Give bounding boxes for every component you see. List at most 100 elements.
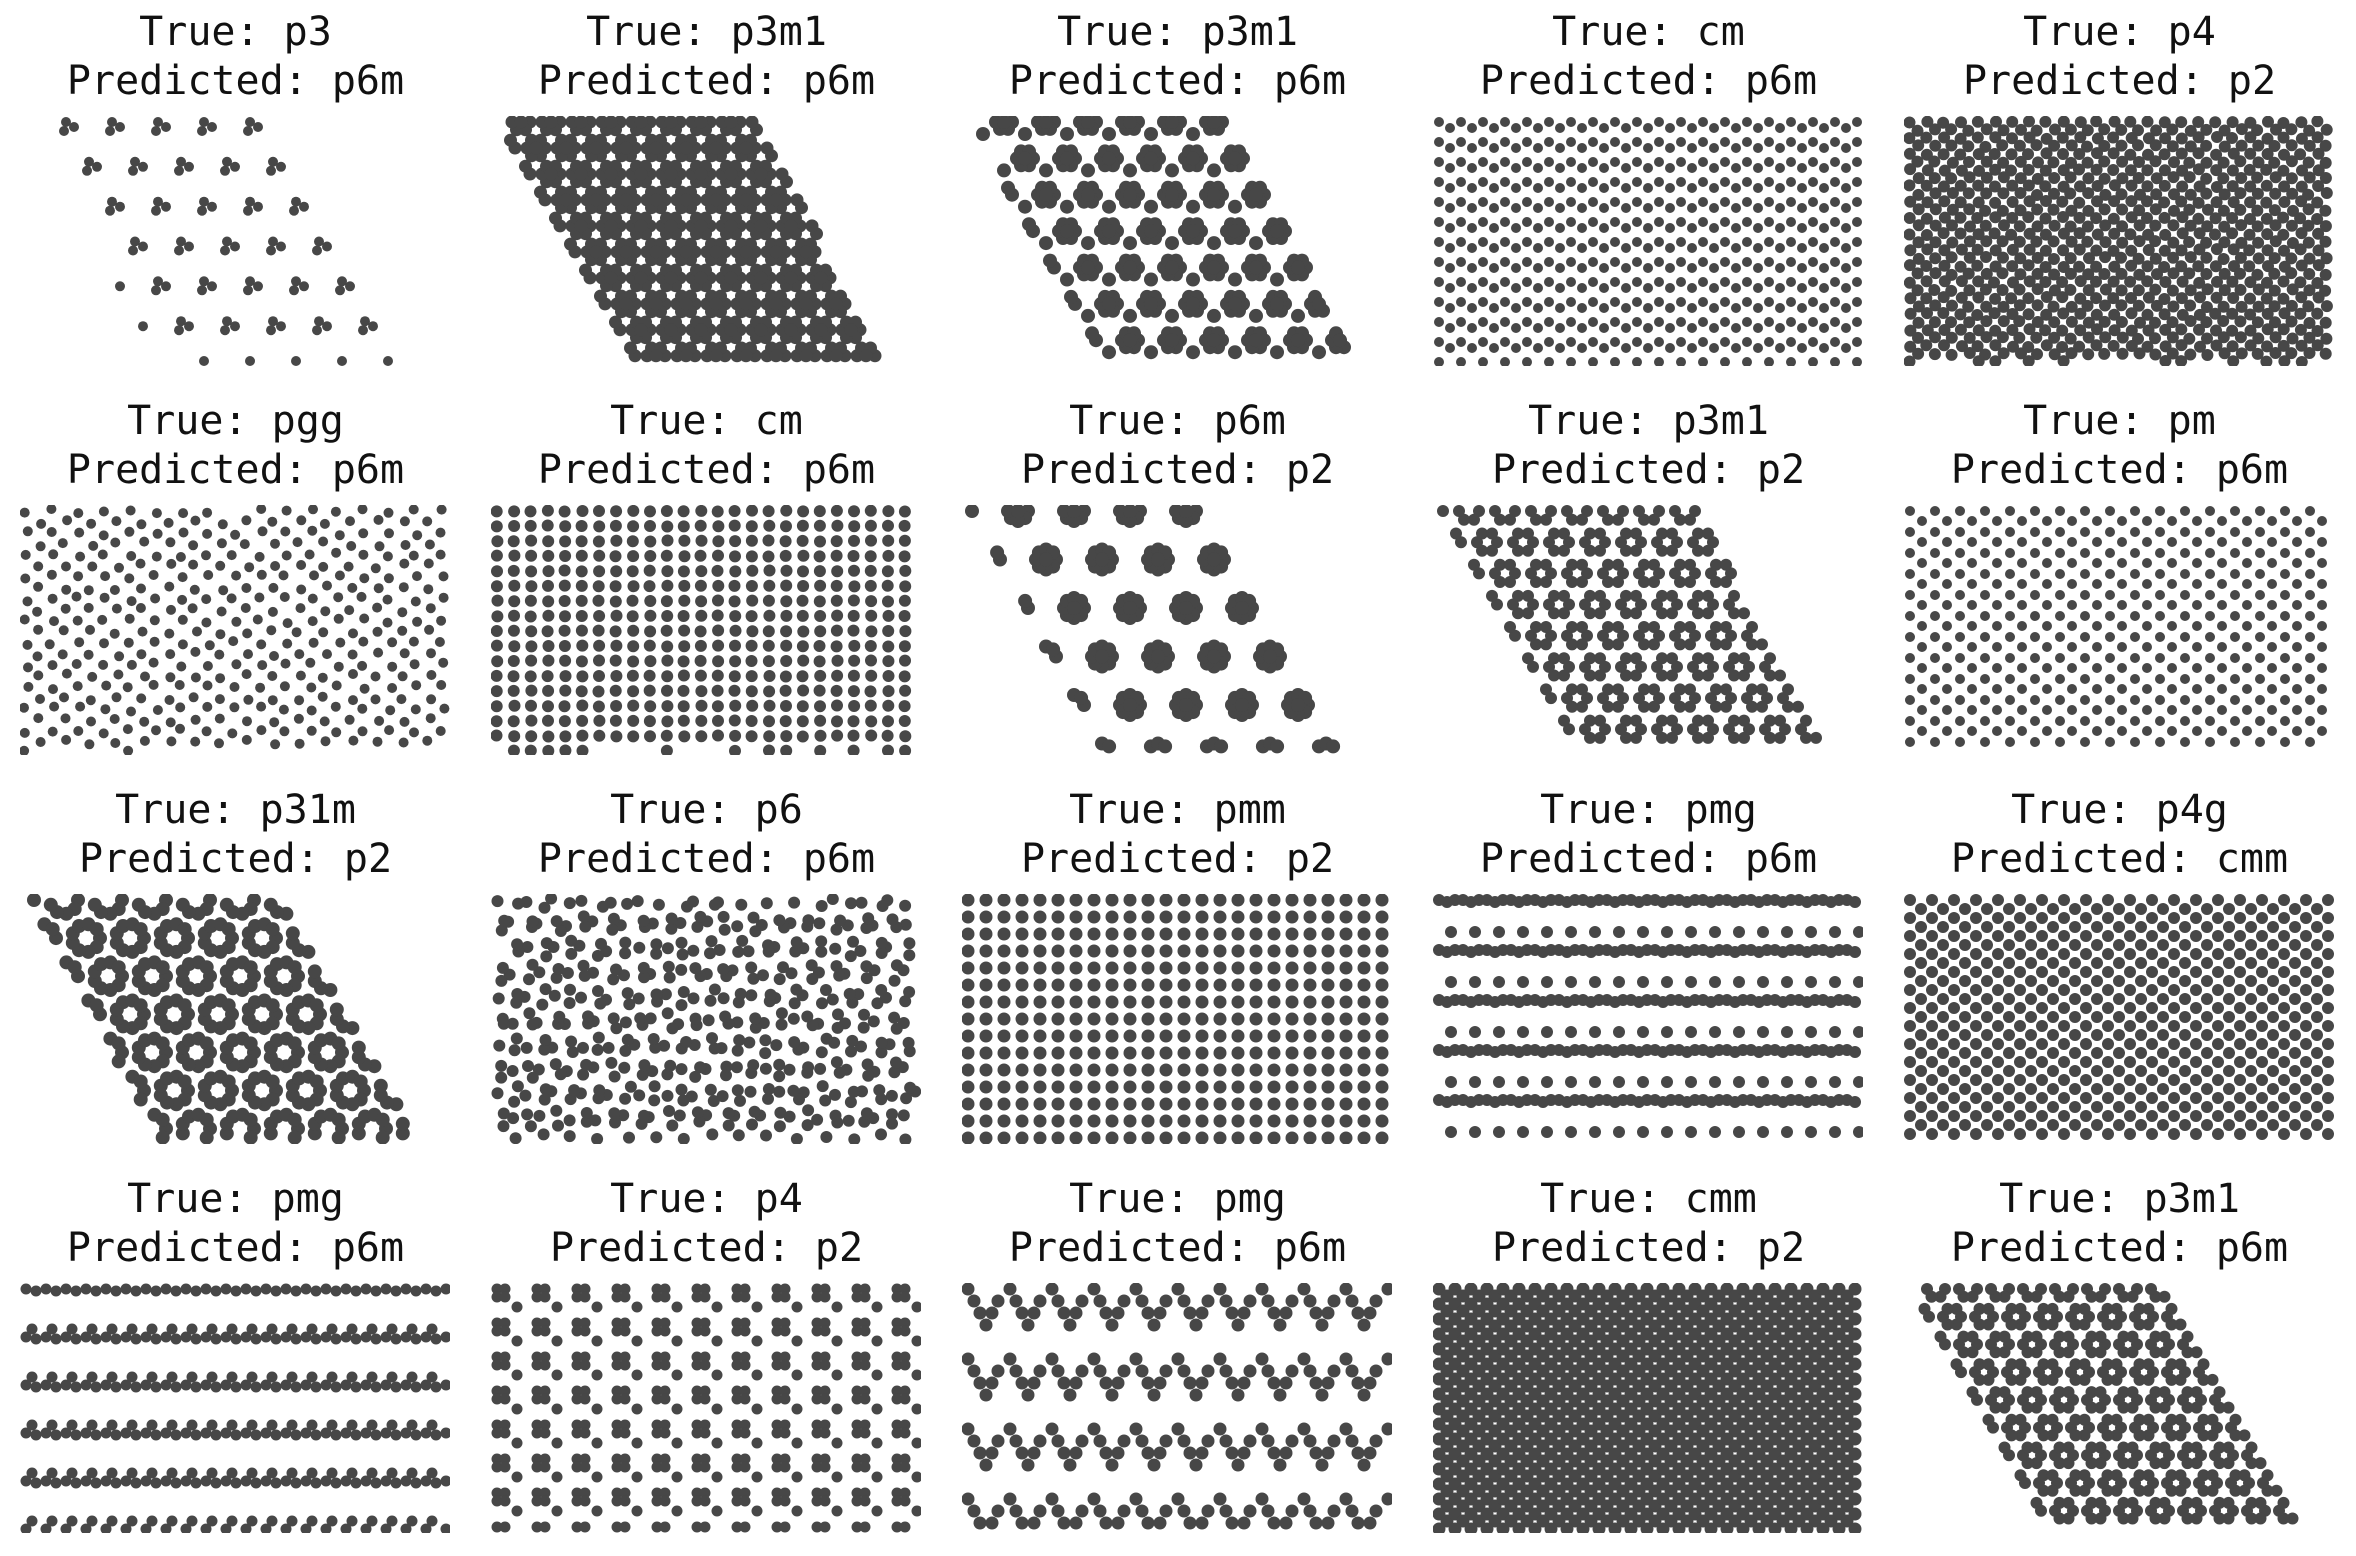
- predicted-label: Predicted: p6m: [1950, 1225, 2289, 1271]
- pattern-plot: [20, 505, 450, 755]
- true-label: True: p6: [610, 787, 803, 833]
- predicted-label: Predicted: p6m: [66, 447, 405, 493]
- pattern-plot: [1433, 894, 1863, 1138]
- predicted-label: Predicted: p6m: [1008, 1225, 1347, 1271]
- panel: True: p4 Predicted: p2: [1884, 0, 2355, 389]
- dot-pattern: [1434, 117, 1862, 366]
- pattern-plot: [965, 505, 1341, 754]
- predicted-label: Predicted: p6m: [66, 58, 405, 104]
- predicted-label: Predicted: p2: [549, 1225, 864, 1271]
- dot-pattern: [1904, 116, 2333, 366]
- true-label: True: p4: [610, 1176, 803, 1222]
- panel: True: pmm Predicted: p2: [942, 778, 1413, 1167]
- pattern-plot: [491, 894, 921, 1144]
- panel: True: p6 Predicted: p6m: [471, 778, 942, 1167]
- predicted-label: Predicted: p6m: [1479, 58, 1818, 104]
- predicted-label: Predicted: p6m: [537, 447, 876, 493]
- true-label: True: cm: [610, 398, 803, 444]
- panel: True: p3m1 Predicted: p6m: [942, 0, 1413, 389]
- pattern-plot: [491, 1283, 921, 1533]
- panel: True: p4g Predicted: cmm: [1884, 778, 2355, 1167]
- panel: True: p3m1 Predicted: p6m: [1884, 1167, 2355, 1556]
- predicted-label: Predicted: p2: [1020, 447, 1335, 493]
- predicted-label: Predicted: p2: [1491, 447, 1806, 493]
- dot-pattern: [1905, 506, 2327, 747]
- predicted-label: Predicted: p2: [1491, 1225, 1806, 1271]
- dot-pattern: [1433, 1283, 1862, 1533]
- pattern-plot: [1434, 117, 1862, 366]
- pattern-plot: [27, 894, 410, 1144]
- panel: True: pmg Predicted: p6m: [1413, 778, 1884, 1167]
- predicted-label: Predicted: p2: [78, 836, 393, 882]
- predicted-label: Predicted: p6m: [537, 836, 876, 882]
- true-label: True: p3: [139, 9, 332, 55]
- true-label: True: pm: [2023, 398, 2216, 444]
- true-label: True: p3m1: [1057, 9, 1298, 55]
- true-label: True: p6m: [1069, 398, 1286, 444]
- pattern-plot: [59, 117, 393, 366]
- pattern-plot: [20, 1283, 450, 1533]
- dot-pattern: [491, 1283, 921, 1533]
- panel: True: p3m1 Predicted: p2: [1413, 389, 1884, 778]
- true-label: True: pmg: [1069, 1176, 1286, 1222]
- true-label: True: cmm: [1540, 1176, 1757, 1222]
- dot-pattern: [1433, 894, 1863, 1138]
- pattern-plot: [962, 1283, 1392, 1530]
- dot-pattern: [962, 894, 1389, 1144]
- dot-pattern: [962, 1283, 1392, 1530]
- true-label: True: p3m1: [586, 9, 827, 55]
- true-label: True: p3m1: [1528, 398, 1769, 444]
- pattern-plot: [1433, 1283, 1862, 1533]
- predicted-label: Predicted: p6m: [1008, 58, 1347, 104]
- true-label: True: p3m1: [1999, 1176, 2240, 1222]
- true-label: True: pmg: [127, 1176, 344, 1222]
- panel: True: p31m Predicted: p2: [0, 778, 471, 1167]
- pattern-plot: [962, 894, 1389, 1144]
- true-label: True: p4: [2023, 9, 2216, 55]
- true-label: True: p31m: [115, 787, 356, 833]
- predicted-label: Predicted: p6m: [537, 58, 876, 104]
- pattern-plot: [976, 116, 1351, 360]
- panel: True: cm Predicted: p6m: [1413, 0, 1884, 389]
- dot-pattern: [1918, 1283, 2299, 1525]
- true-label: True: cm: [1552, 9, 1745, 55]
- dot-pattern: [20, 1283, 450, 1533]
- dot-pattern: [20, 505, 450, 755]
- dot-pattern: [965, 505, 1341, 754]
- panel: True: pmg Predicted: p6m: [942, 1167, 1413, 1556]
- dot-pattern: [504, 116, 882, 363]
- true-label: True: pmg: [1540, 787, 1757, 833]
- pattern-plot: [1437, 505, 1822, 744]
- predicted-label: Predicted: cmm: [1950, 836, 2289, 882]
- dot-pattern: [59, 117, 393, 366]
- pattern-plot: [1904, 116, 2333, 366]
- panel: True: cm Predicted: p6m: [471, 389, 942, 778]
- dot-pattern: [1437, 505, 1822, 744]
- pattern-plot: [1905, 506, 2327, 747]
- pattern-plot: [491, 505, 912, 755]
- predicted-label: Predicted: p2: [1020, 836, 1335, 882]
- panel: True: p6m Predicted: p2: [942, 389, 1413, 778]
- dot-pattern: [976, 116, 1351, 360]
- predicted-label: Predicted: p6m: [66, 1225, 405, 1271]
- panel: True: p4 Predicted: p2: [471, 1167, 942, 1556]
- predicted-label: Predicted: p2: [1962, 58, 2277, 104]
- pattern-plot: [1918, 1283, 2299, 1525]
- panel: True: pmg Predicted: p6m: [0, 1167, 471, 1556]
- true-label: True: pgg: [127, 398, 344, 444]
- pattern-plot: [504, 116, 882, 363]
- pattern-plot: [1904, 894, 2334, 1140]
- dot-pattern: [491, 505, 912, 755]
- panel: True: p3m1 Predicted: p6m: [471, 0, 942, 389]
- dot-pattern: [491, 894, 921, 1144]
- predicted-label: Predicted: p6m: [1950, 447, 2289, 493]
- dot-pattern: [1904, 894, 2334, 1140]
- panel: True: cmm Predicted: p2: [1413, 1167, 1884, 1556]
- panel: True: pgg Predicted: p6m: [0, 389, 471, 778]
- true-label: True: pmm: [1069, 787, 1286, 833]
- true-label: True: p4g: [2011, 787, 2228, 833]
- panel: True: pm Predicted: p6m: [1884, 389, 2355, 778]
- panel: True: p3 Predicted: p6m: [0, 0, 471, 389]
- dot-pattern: [27, 894, 410, 1144]
